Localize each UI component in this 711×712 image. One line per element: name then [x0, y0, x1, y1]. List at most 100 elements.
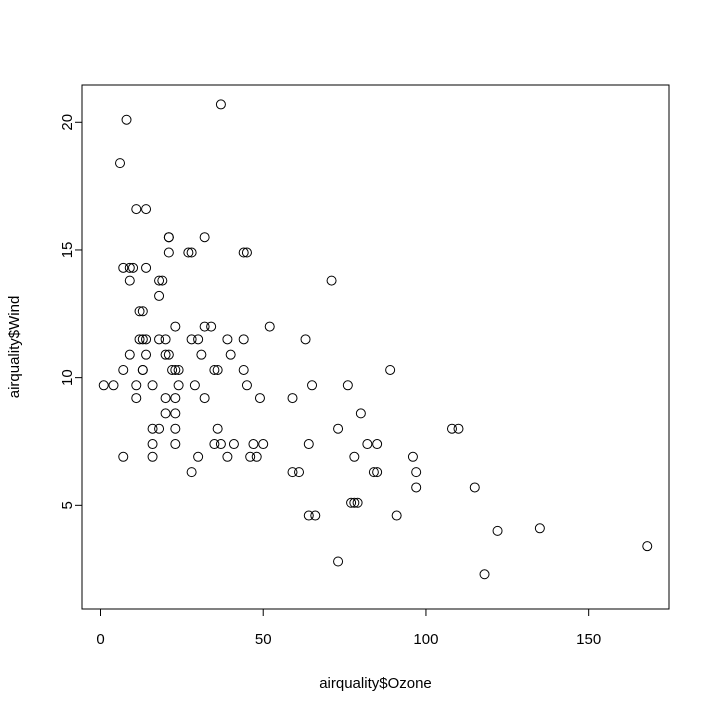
point — [131, 380, 142, 391]
point — [258, 439, 269, 450]
point — [193, 334, 204, 345]
point — [385, 364, 396, 375]
plot-box — [81, 84, 670, 610]
point — [167, 364, 178, 375]
x-tick-label: 100 — [413, 631, 438, 648]
point — [372, 467, 383, 478]
point — [141, 262, 152, 273]
point — [131, 204, 142, 215]
point — [186, 334, 197, 345]
y-tick-label: 10 — [59, 369, 76, 386]
point — [303, 439, 314, 450]
point — [300, 334, 311, 345]
point — [469, 482, 480, 493]
point — [352, 497, 363, 508]
point — [189, 380, 200, 391]
point — [248, 439, 259, 450]
point — [137, 334, 148, 345]
point — [245, 451, 256, 462]
point — [391, 510, 402, 521]
point — [157, 275, 168, 286]
point — [225, 349, 236, 360]
point — [147, 423, 158, 434]
point — [212, 364, 223, 375]
point — [154, 275, 165, 286]
point — [141, 349, 152, 360]
y-tick-label: 20 — [59, 114, 76, 131]
point — [222, 334, 233, 345]
x-axis-label: airquality$Ozone — [319, 675, 432, 692]
point — [186, 247, 197, 258]
point — [124, 349, 135, 360]
point — [215, 99, 226, 110]
point — [163, 247, 174, 258]
point — [238, 364, 249, 375]
point — [642, 541, 653, 552]
point — [206, 321, 217, 332]
point — [346, 497, 357, 508]
point — [534, 523, 545, 534]
point — [170, 423, 181, 434]
point — [492, 525, 503, 536]
point — [154, 423, 165, 434]
point — [170, 393, 181, 404]
point — [333, 423, 344, 434]
point — [254, 393, 265, 404]
point — [303, 510, 314, 521]
point — [228, 439, 239, 450]
point — [372, 439, 383, 450]
point — [241, 380, 252, 391]
point — [118, 262, 129, 273]
point — [160, 393, 171, 404]
point — [163, 232, 174, 243]
point — [118, 451, 129, 462]
point — [170, 364, 181, 375]
point — [108, 380, 119, 391]
point — [137, 364, 148, 375]
point — [124, 262, 135, 273]
point — [199, 393, 210, 404]
point — [186, 467, 197, 478]
point — [238, 247, 249, 258]
point — [147, 439, 158, 450]
point — [183, 247, 194, 258]
point — [170, 439, 181, 450]
point — [160, 349, 171, 360]
y-tick-label: 15 — [59, 242, 76, 259]
point — [141, 334, 152, 345]
x-tick-label: 150 — [576, 631, 601, 648]
point — [170, 408, 181, 419]
point — [287, 393, 298, 404]
point — [212, 423, 223, 434]
point — [241, 247, 252, 258]
x-tick-label: 0 — [96, 631, 104, 648]
point — [355, 408, 366, 419]
point — [199, 321, 210, 332]
point — [411, 467, 422, 478]
point — [362, 439, 373, 450]
point — [98, 380, 109, 391]
point — [222, 451, 233, 462]
point — [349, 451, 360, 462]
point — [141, 204, 152, 215]
y-tick-label: 5 — [59, 501, 76, 509]
point — [479, 569, 490, 580]
point — [170, 321, 181, 332]
point — [124, 275, 135, 286]
point — [131, 393, 142, 404]
point — [238, 334, 249, 345]
point — [134, 306, 145, 317]
point — [154, 290, 165, 301]
point — [294, 467, 305, 478]
point — [251, 451, 262, 462]
point — [115, 158, 126, 169]
x-tick-label: 50 — [255, 631, 272, 648]
point — [333, 556, 344, 567]
point — [160, 408, 171, 419]
point — [310, 510, 321, 521]
point — [411, 482, 422, 493]
point — [137, 306, 148, 317]
point — [209, 364, 220, 375]
point — [287, 467, 298, 478]
